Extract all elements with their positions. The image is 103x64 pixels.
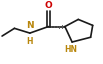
Text: HN: HN — [65, 45, 78, 54]
Text: N: N — [26, 21, 34, 30]
Text: H: H — [27, 37, 33, 46]
Text: O: O — [44, 1, 52, 10]
